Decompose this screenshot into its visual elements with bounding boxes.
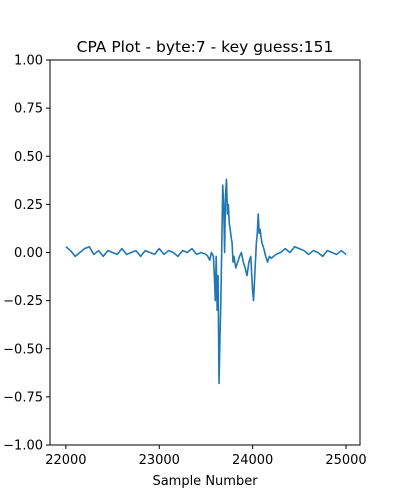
x-axis-label: Sample Number [152,474,258,489]
x-tick-label: 25000 [325,453,366,468]
x-axis: 22000 23000 24000 25000 [45,445,367,468]
x-tick-label: 24000 [232,453,273,468]
plot-area [50,60,360,445]
y-tick-label: 0.75 [14,102,43,117]
y-axis: −1.00 −0.75 −0.50 −0.25 0.00 0.25 0.50 0.75 1.00 [3,54,50,454]
y-tick-label: −0.50 [3,342,43,357]
y-tick-label: 0.00 [14,246,43,261]
x-tick-label: 22000 [45,453,86,468]
chart-title: CPA Plot - byte:7 - key guess:151 [77,38,334,56]
y-tick-label: 0.50 [14,150,43,165]
y-tick-label: −1.00 [3,439,43,454]
y-tick-label: 0.25 [14,198,43,213]
x-tick-label: 23000 [139,453,180,468]
y-tick-label: −0.75 [3,390,43,405]
y-tick-label: −0.25 [3,294,43,309]
series-line [65,178,347,385]
y-tick-label: 1.00 [14,54,43,69]
series-layer [65,178,347,385]
